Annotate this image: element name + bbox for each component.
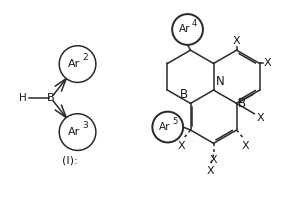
- Text: 3: 3: [83, 121, 88, 130]
- Text: (I):: (I):: [62, 155, 78, 165]
- Text: Ar: Ar: [68, 59, 80, 69]
- Text: Ar: Ar: [159, 122, 170, 132]
- Circle shape: [59, 114, 96, 150]
- Text: X: X: [257, 113, 264, 123]
- Text: Ar: Ar: [179, 24, 190, 34]
- Text: X: X: [242, 141, 249, 151]
- Text: B: B: [238, 97, 246, 110]
- Text: X: X: [206, 166, 214, 176]
- Text: Ar: Ar: [68, 127, 80, 137]
- Text: N: N: [216, 75, 224, 88]
- Text: X: X: [233, 36, 240, 46]
- Text: 5: 5: [172, 117, 178, 126]
- Text: 2: 2: [83, 53, 88, 62]
- Text: X: X: [210, 155, 218, 165]
- Text: X: X: [264, 58, 272, 68]
- Circle shape: [152, 112, 183, 142]
- Circle shape: [172, 14, 203, 45]
- Text: B: B: [180, 88, 188, 101]
- Text: 4: 4: [192, 19, 197, 28]
- Text: X: X: [178, 141, 185, 151]
- Text: H: H: [19, 93, 27, 103]
- Text: B: B: [47, 93, 55, 103]
- Circle shape: [59, 46, 96, 82]
